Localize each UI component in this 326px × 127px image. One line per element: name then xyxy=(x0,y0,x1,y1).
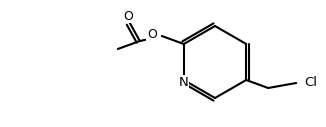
Text: O: O xyxy=(147,28,157,41)
Text: Cl: Cl xyxy=(304,75,317,89)
Text: N: N xyxy=(179,75,189,89)
Text: O: O xyxy=(123,10,133,22)
